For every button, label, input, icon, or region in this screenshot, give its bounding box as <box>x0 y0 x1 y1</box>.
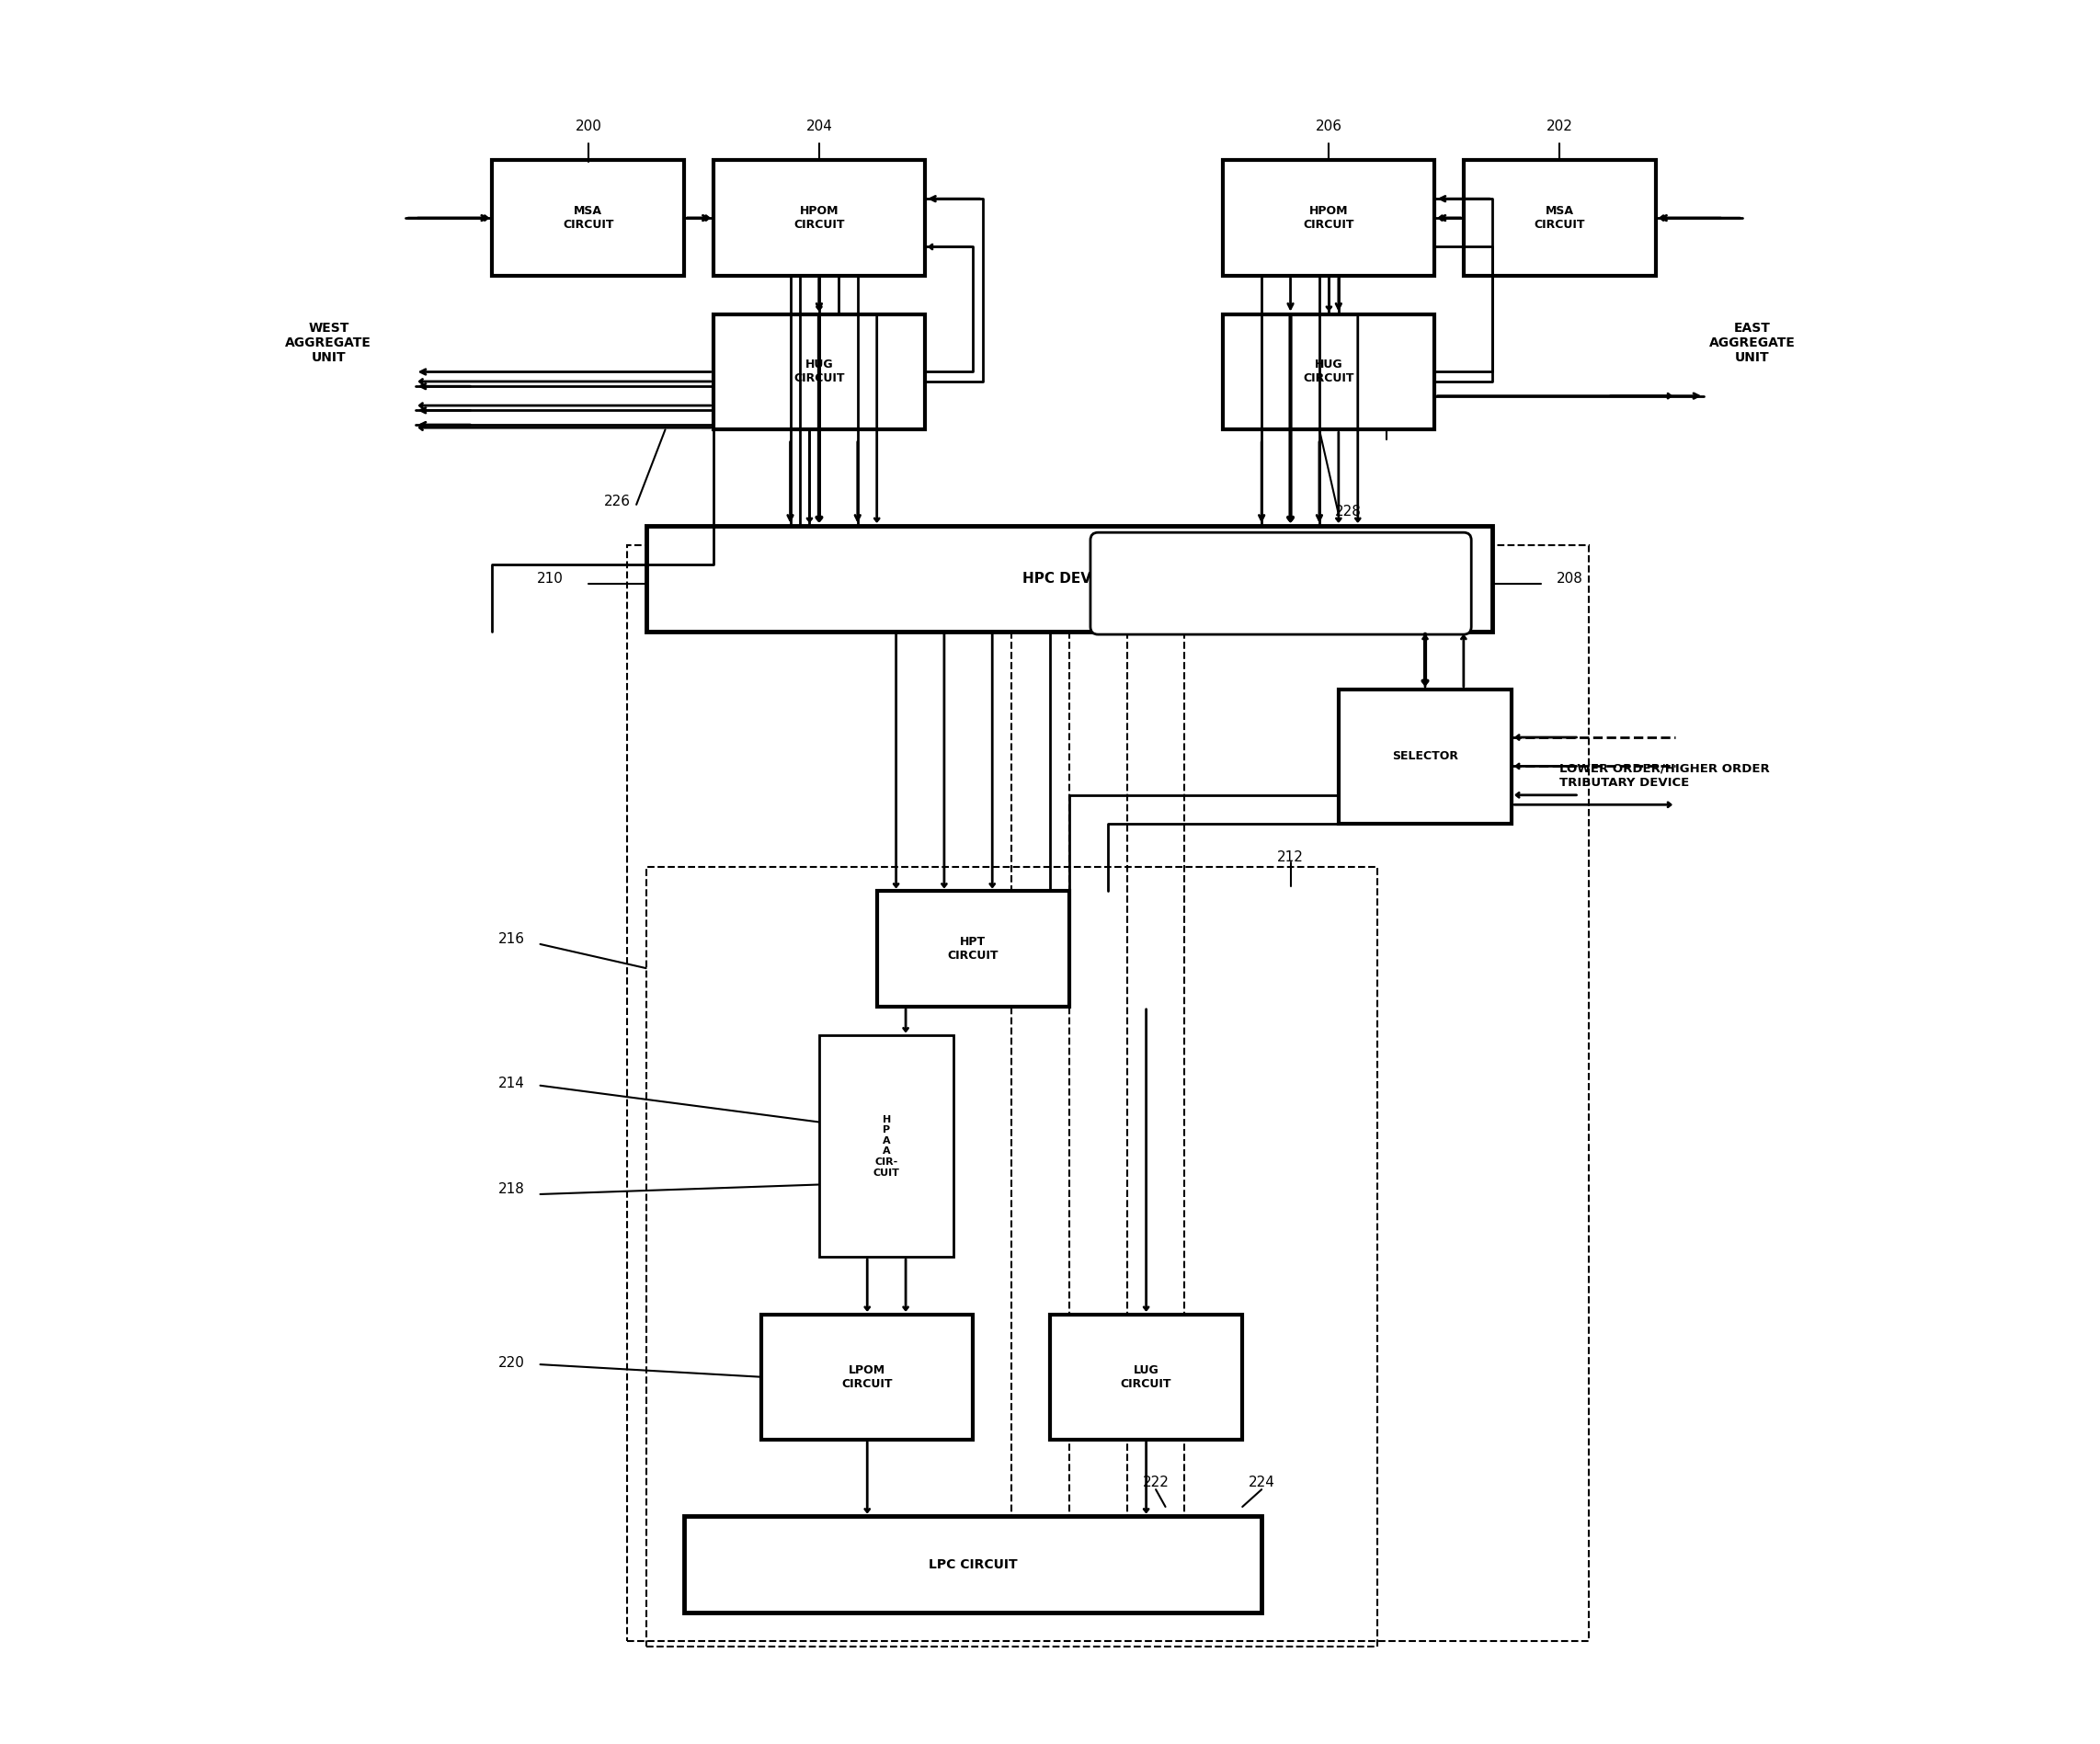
Text: WEST
AGGREGATE
UNIT: WEST AGGREGATE UNIT <box>286 321 372 364</box>
Text: 220: 220 <box>498 1355 525 1369</box>
Text: 226: 226 <box>605 495 630 509</box>
FancyBboxPatch shape <box>819 1036 953 1257</box>
Text: 222: 222 <box>1142 1475 1170 1489</box>
FancyBboxPatch shape <box>878 891 1069 1006</box>
Text: LOWER ORDER/HIGHER ORDER
TRIBUTARY DEVICE: LOWER ORDER/HIGHER ORDER TRIBUTARY DEVIC… <box>1560 762 1770 788</box>
Text: HUG
CIRCUIT: HUG CIRCUIT <box>794 359 844 385</box>
FancyBboxPatch shape <box>714 314 924 429</box>
FancyBboxPatch shape <box>1464 160 1657 276</box>
Text: 210: 210 <box>535 572 563 586</box>
Text: 208: 208 <box>1556 572 1583 586</box>
FancyBboxPatch shape <box>1090 532 1472 635</box>
FancyBboxPatch shape <box>1050 1315 1243 1439</box>
FancyBboxPatch shape <box>762 1315 972 1439</box>
Text: 204: 204 <box>806 120 832 134</box>
Text: 218: 218 <box>498 1182 525 1196</box>
Text: 216: 216 <box>498 933 525 947</box>
FancyBboxPatch shape <box>1222 314 1434 429</box>
FancyBboxPatch shape <box>491 160 685 276</box>
FancyBboxPatch shape <box>1222 160 1434 276</box>
Text: LPC CIRCUIT: LPC CIRCUIT <box>928 1557 1018 1571</box>
Text: 228: 228 <box>1336 504 1361 518</box>
Text: 214: 214 <box>498 1076 525 1090</box>
Text: 202: 202 <box>1546 120 1573 134</box>
Text: LPOM
CIRCUIT: LPOM CIRCUIT <box>842 1364 892 1390</box>
Text: HPC DEVICE: HPC DEVICE <box>1023 572 1117 586</box>
Text: SELECTOR: SELECTOR <box>1392 750 1457 762</box>
FancyBboxPatch shape <box>1338 689 1512 823</box>
Text: HUG
CIRCUIT: HUG CIRCUIT <box>1304 359 1354 385</box>
Text: HPOM
CIRCUIT: HPOM CIRCUIT <box>794 206 844 230</box>
FancyBboxPatch shape <box>714 160 924 276</box>
Text: 206: 206 <box>1315 120 1342 134</box>
Text: 200: 200 <box>575 120 601 134</box>
Text: EAST
AGGREGATE
UNIT: EAST AGGREGATE UNIT <box>1709 321 1795 364</box>
Text: LUG
CIRCUIT: LUG CIRCUIT <box>1121 1364 1172 1390</box>
FancyBboxPatch shape <box>685 1516 1262 1613</box>
Text: MSA
CIRCUIT: MSA CIRCUIT <box>563 206 613 230</box>
Text: MSA
CIRCUIT: MSA CIRCUIT <box>1535 206 1586 230</box>
Text: 224: 224 <box>1247 1475 1275 1489</box>
Text: H
P
A
A
CIR-
CUIT: H P A A CIR- CUIT <box>874 1114 899 1177</box>
Text: HPOM
CIRCUIT: HPOM CIRCUIT <box>1304 206 1354 230</box>
Text: HPT
CIRCUIT: HPT CIRCUIT <box>947 937 1000 961</box>
Text: 212: 212 <box>1277 851 1304 865</box>
FancyBboxPatch shape <box>647 525 1493 631</box>
